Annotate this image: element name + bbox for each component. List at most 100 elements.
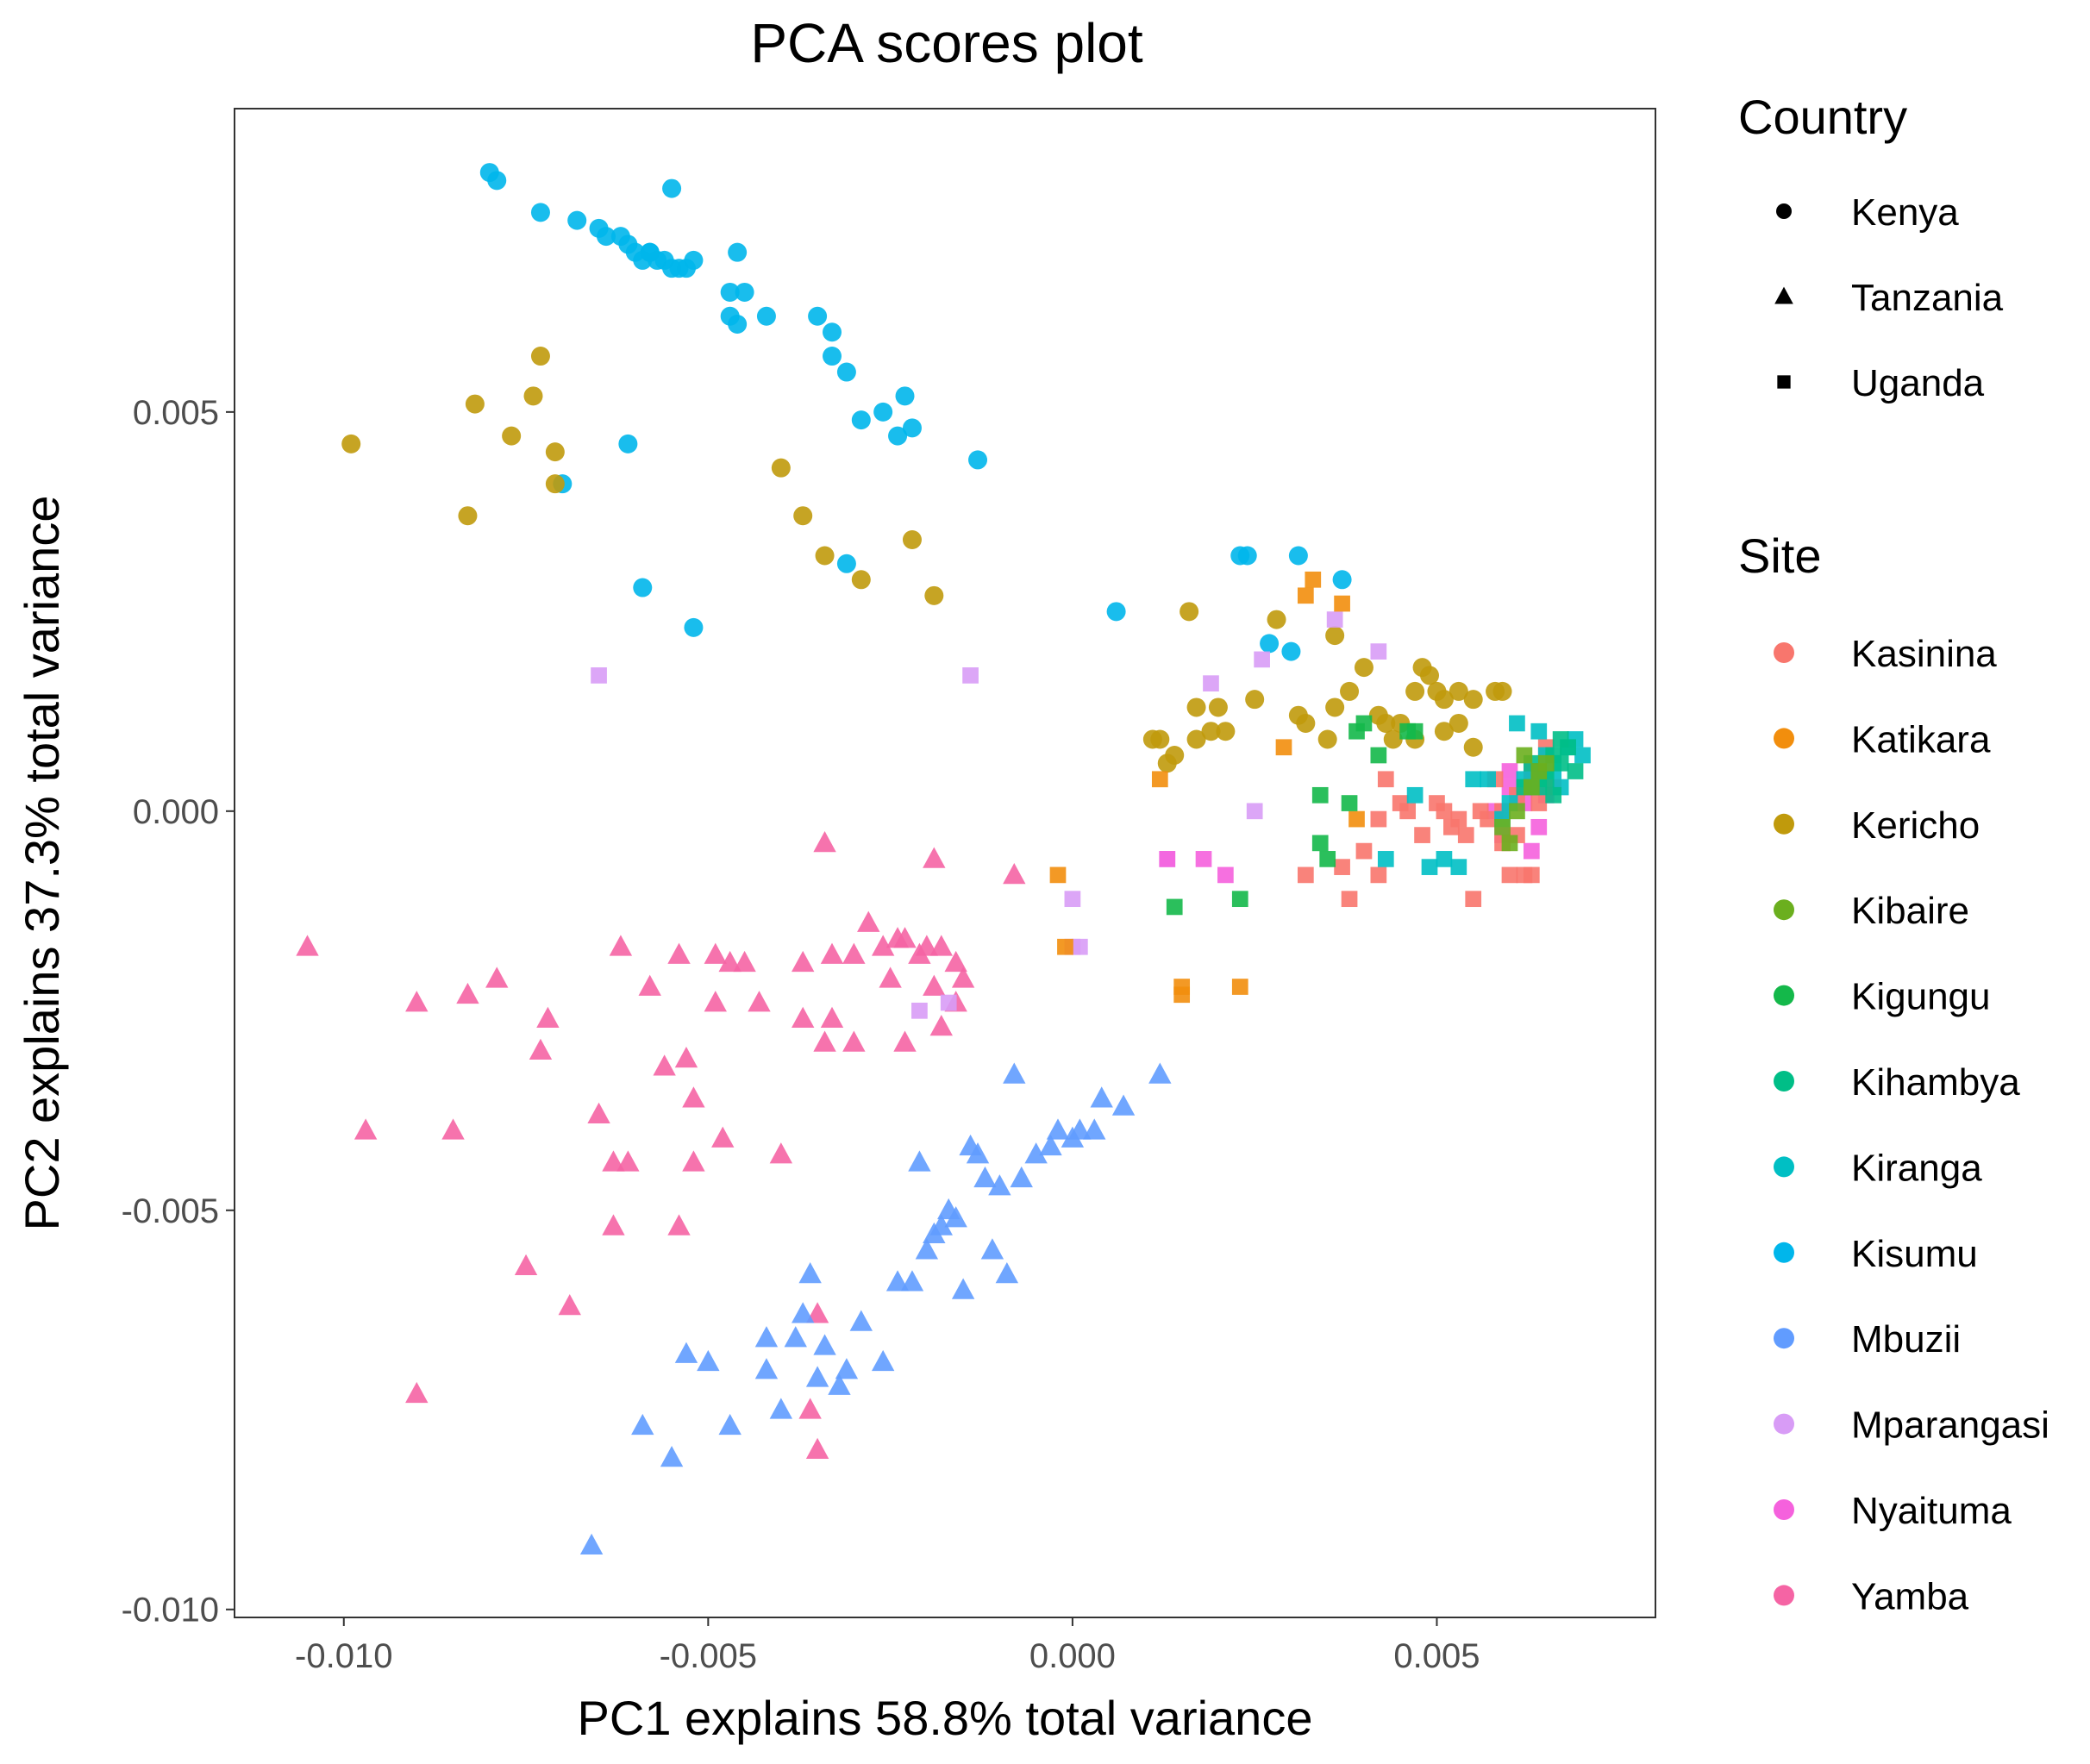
data-point	[815, 546, 835, 566]
data-point	[1340, 681, 1360, 701]
data-point	[828, 1373, 851, 1395]
data-point	[682, 1150, 705, 1172]
data-point	[1245, 690, 1265, 710]
data-point	[530, 203, 550, 222]
data-point	[1111, 1094, 1136, 1116]
data-point	[1537, 754, 1555, 772]
data-point	[1449, 713, 1468, 733]
data-point	[823, 322, 842, 342]
data-point	[456, 982, 479, 1004]
data-point	[1370, 747, 1387, 764]
data-point	[1436, 803, 1453, 820]
data-point	[754, 1326, 779, 1348]
legend-item-mbuzii: Mbuzii	[1774, 1318, 1961, 1361]
data-point	[873, 402, 893, 422]
data-point	[1267, 610, 1286, 629]
data-point	[558, 1294, 581, 1316]
data-point	[1297, 866, 1314, 884]
legend-title-site: Site	[1738, 529, 1822, 583]
data-point	[1341, 795, 1358, 811]
data-point	[923, 847, 946, 868]
data-point	[530, 347, 550, 366]
data-point	[514, 1254, 538, 1275]
data-point	[835, 1358, 859, 1379]
data-point	[1010, 1166, 1033, 1188]
data-point	[720, 282, 740, 302]
data-point	[1150, 729, 1170, 749]
series-kericho	[341, 347, 1512, 773]
legend-key-square	[1777, 375, 1791, 389]
data-point	[631, 1413, 654, 1436]
data-point	[1370, 810, 1387, 828]
data-point	[616, 1150, 640, 1172]
data-point	[1166, 898, 1183, 916]
data-point	[893, 1030, 917, 1052]
data-point	[1545, 786, 1562, 804]
data-point	[1377, 771, 1394, 788]
legend-item-kibaire: Kibaire	[1774, 890, 1969, 932]
data-point	[915, 1238, 939, 1260]
data-point	[784, 1326, 807, 1348]
data-point	[1376, 713, 1396, 733]
legend-label: Yamba	[1851, 1575, 1969, 1617]
data-point	[962, 667, 979, 684]
data-point	[1530, 722, 1548, 740]
data-point	[1231, 979, 1248, 995]
data-point	[1523, 842, 1540, 860]
legend-label: Nyaituma	[1851, 1490, 2012, 1532]
data-point	[354, 1118, 378, 1140]
data-point	[1463, 737, 1483, 757]
data-point	[523, 386, 543, 406]
data-point	[911, 1002, 928, 1019]
data-point	[929, 1214, 953, 1235]
data-point	[1370, 643, 1387, 660]
data-point	[591, 667, 607, 684]
data-point	[895, 386, 915, 406]
data-point	[771, 458, 791, 478]
data-point	[836, 554, 856, 573]
data-point	[805, 1302, 829, 1323]
x-tick-label: 0.000	[1029, 1637, 1116, 1675]
legend-label: Kihambya	[1851, 1061, 2020, 1104]
data-point	[973, 1166, 997, 1188]
data-point	[1165, 746, 1185, 765]
data-point	[871, 935, 895, 956]
data-point	[1186, 729, 1206, 749]
y-axis-title: PC2 explains 37.3% total variance	[15, 496, 69, 1231]
data-point	[1334, 859, 1350, 875]
data-point	[1039, 1134, 1062, 1156]
legend-key-circle	[1774, 1413, 1794, 1435]
y-tick-label: 0.005	[133, 394, 219, 432]
data-point	[405, 991, 429, 1012]
x-tick-label: -0.005	[660, 1637, 757, 1675]
legend-label: Kibaire	[1851, 890, 1969, 932]
data-point	[674, 1342, 698, 1363]
data-point	[849, 1310, 873, 1331]
legend-label: Kiranga	[1851, 1147, 1982, 1189]
series-yamba	[296, 830, 1026, 1459]
data-point	[1354, 658, 1374, 678]
legend-key-circle	[1774, 813, 1794, 835]
data-point	[1024, 1142, 1048, 1164]
x-axis-title: PC1 explains 58.8% total variance	[578, 1691, 1313, 1745]
data-point	[885, 1270, 910, 1292]
data-point	[1436, 851, 1453, 867]
data-point	[465, 394, 485, 414]
data-point	[1334, 595, 1350, 612]
y-tick-label: -0.005	[122, 1192, 219, 1230]
data-point	[1450, 859, 1467, 875]
y-axis: -0.010 -0.005 0.000 0.005	[122, 394, 235, 1630]
legend-label: Kasinina	[1851, 633, 1997, 675]
legend-item-kericho: Kericho	[1774, 804, 1980, 847]
data-point	[893, 927, 917, 948]
data-point	[851, 570, 871, 590]
legend-key-circle	[1774, 985, 1794, 1006]
data-point	[980, 1238, 1004, 1260]
data-point	[1434, 722, 1454, 741]
data-point	[1201, 722, 1221, 741]
data-point	[1501, 835, 1518, 852]
data-point	[792, 950, 815, 973]
data-point	[1530, 795, 1548, 811]
data-point	[735, 282, 754, 302]
data-point	[792, 1302, 815, 1323]
